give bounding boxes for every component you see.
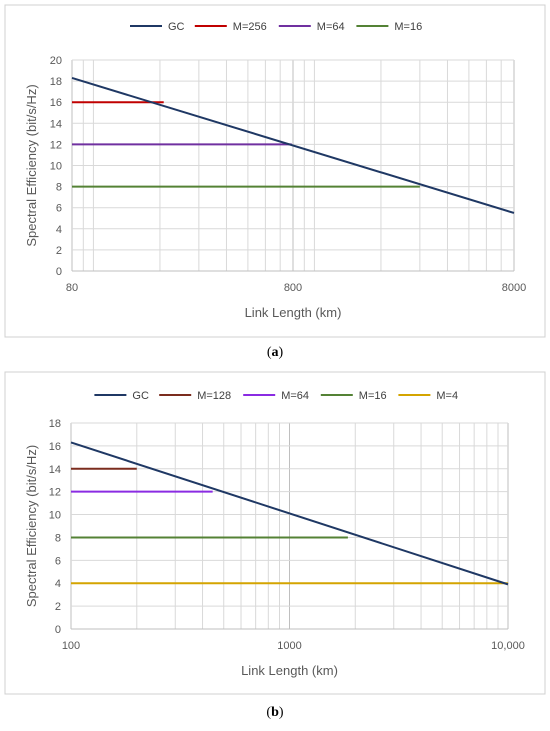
y-tick-label: 14 bbox=[50, 118, 62, 130]
y-tick-label: 16 bbox=[50, 97, 62, 109]
x-tick-label: 8000 bbox=[502, 282, 526, 294]
x-tick-label: 800 bbox=[284, 282, 302, 294]
series-line-gc bbox=[71, 76, 515, 214]
legend-label-m-128: M=128 bbox=[197, 390, 231, 402]
y-tick-label: 0 bbox=[55, 624, 61, 636]
y-tick-label: 18 bbox=[49, 418, 61, 430]
legend-label-gc: GC bbox=[168, 21, 185, 33]
y-tick-label: 2 bbox=[56, 245, 62, 257]
legend-label-m-16: M=16 bbox=[359, 390, 387, 402]
y-axis-label: Spectral Efficiency (bit/s/Hz) bbox=[24, 445, 39, 607]
y-tick-label: 12 bbox=[49, 487, 61, 499]
x-tick-label: 100 bbox=[62, 640, 80, 652]
y-axis-label: Spectral Efficiency (bit/s/Hz) bbox=[24, 84, 39, 246]
y-tick-label: 16 bbox=[49, 441, 61, 453]
x-axis-label: Link Length (km) bbox=[245, 305, 342, 320]
legend-label-gc: GC bbox=[132, 390, 149, 402]
legend-label-m-4: M=4 bbox=[436, 390, 458, 402]
series-line-gc bbox=[70, 441, 509, 586]
chart-frame bbox=[4, 4, 546, 338]
chart-b-svg: 0 2 4 6 8 10 12 14 16 18 100 1000 10,000 Link Length … bbox=[4, 371, 546, 695]
x-tick-label: 10,000 bbox=[491, 640, 525, 652]
caption-b: (b) bbox=[266, 705, 284, 720]
y-tick-label: 10 bbox=[50, 161, 62, 173]
x-tick-label: 1000 bbox=[277, 640, 301, 652]
y-tick-label: 12 bbox=[50, 139, 62, 151]
y-tick-label: 20 bbox=[50, 55, 62, 67]
caption-a-label: a bbox=[271, 345, 279, 360]
chart-panel-b: 0 2 4 6 8 10 12 14 16 18 100 1000 10,000 Link Length … bbox=[0, 369, 550, 697]
y-tick-label: 4 bbox=[55, 578, 61, 590]
y-tick-label: 18 bbox=[50, 76, 62, 88]
caption-a: (a) bbox=[266, 345, 284, 360]
x-tick-label: 80 bbox=[66, 282, 78, 294]
y-tick-label: 4 bbox=[56, 224, 62, 236]
legend-label-m-64: M=64 bbox=[281, 390, 309, 402]
chart-a-svg: 0 2 4 6 8 10 12 14 16 18 20 80 800 8000 Link Length (k… bbox=[4, 4, 546, 338]
legend-label-m-64: M=64 bbox=[317, 21, 345, 33]
chart-frame bbox=[4, 371, 546, 695]
y-tick-label: 10 bbox=[49, 510, 61, 522]
legend-label-m-16: M=16 bbox=[394, 21, 422, 33]
y-tick-label: 8 bbox=[56, 182, 62, 194]
y-tick-label: 0 bbox=[56, 266, 62, 278]
y-tick-label: 2 bbox=[55, 601, 61, 613]
y-tick-label: 6 bbox=[56, 203, 62, 215]
y-tick-label: 14 bbox=[49, 464, 61, 476]
y-tick-label: 8 bbox=[55, 532, 61, 544]
chart-panel-a: 0 2 4 6 8 10 12 14 16 18 20 80 800 8000 Link Length (k… bbox=[0, 0, 550, 340]
caption-b-label: b bbox=[271, 705, 279, 720]
y-tick-label: 6 bbox=[55, 555, 61, 567]
x-axis-label: Link Length (km) bbox=[241, 663, 338, 678]
legend-label-m-256: M=256 bbox=[233, 21, 267, 33]
